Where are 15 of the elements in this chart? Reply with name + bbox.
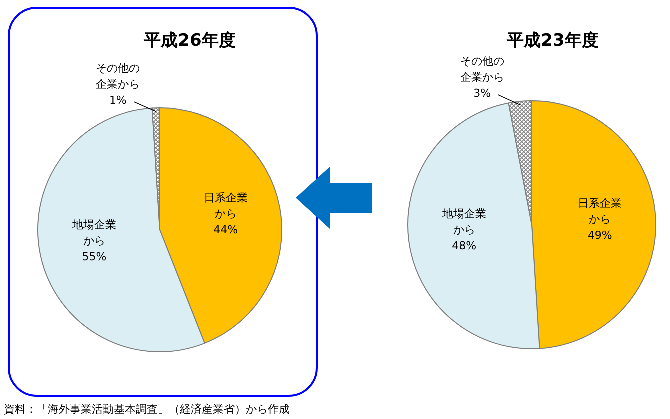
slice-label: その他の企業から (460, 55, 504, 84)
slice-label: 日系企業から (204, 191, 248, 220)
chart-title: 平成23年度 (506, 31, 599, 51)
data-label: 1% (109, 94, 127, 107)
text: 資料：「海外事業活動基本調査」（経済産業省）から作成 (4, 403, 290, 416)
data-label: 49% (588, 228, 612, 242)
slice-label: 日系企業から (578, 196, 622, 226)
data-label: 48% (452, 240, 477, 253)
slice-label: その他の企業から (96, 62, 140, 91)
data-label: 55% (82, 250, 107, 264)
slice-label: 地場企業から (441, 208, 486, 237)
data-label: 44% (214, 223, 238, 236)
chart-title: 平成26年度 (143, 31, 236, 51)
slice-label: 地場企業から (72, 218, 117, 248)
data-label: 3% (474, 87, 492, 100)
